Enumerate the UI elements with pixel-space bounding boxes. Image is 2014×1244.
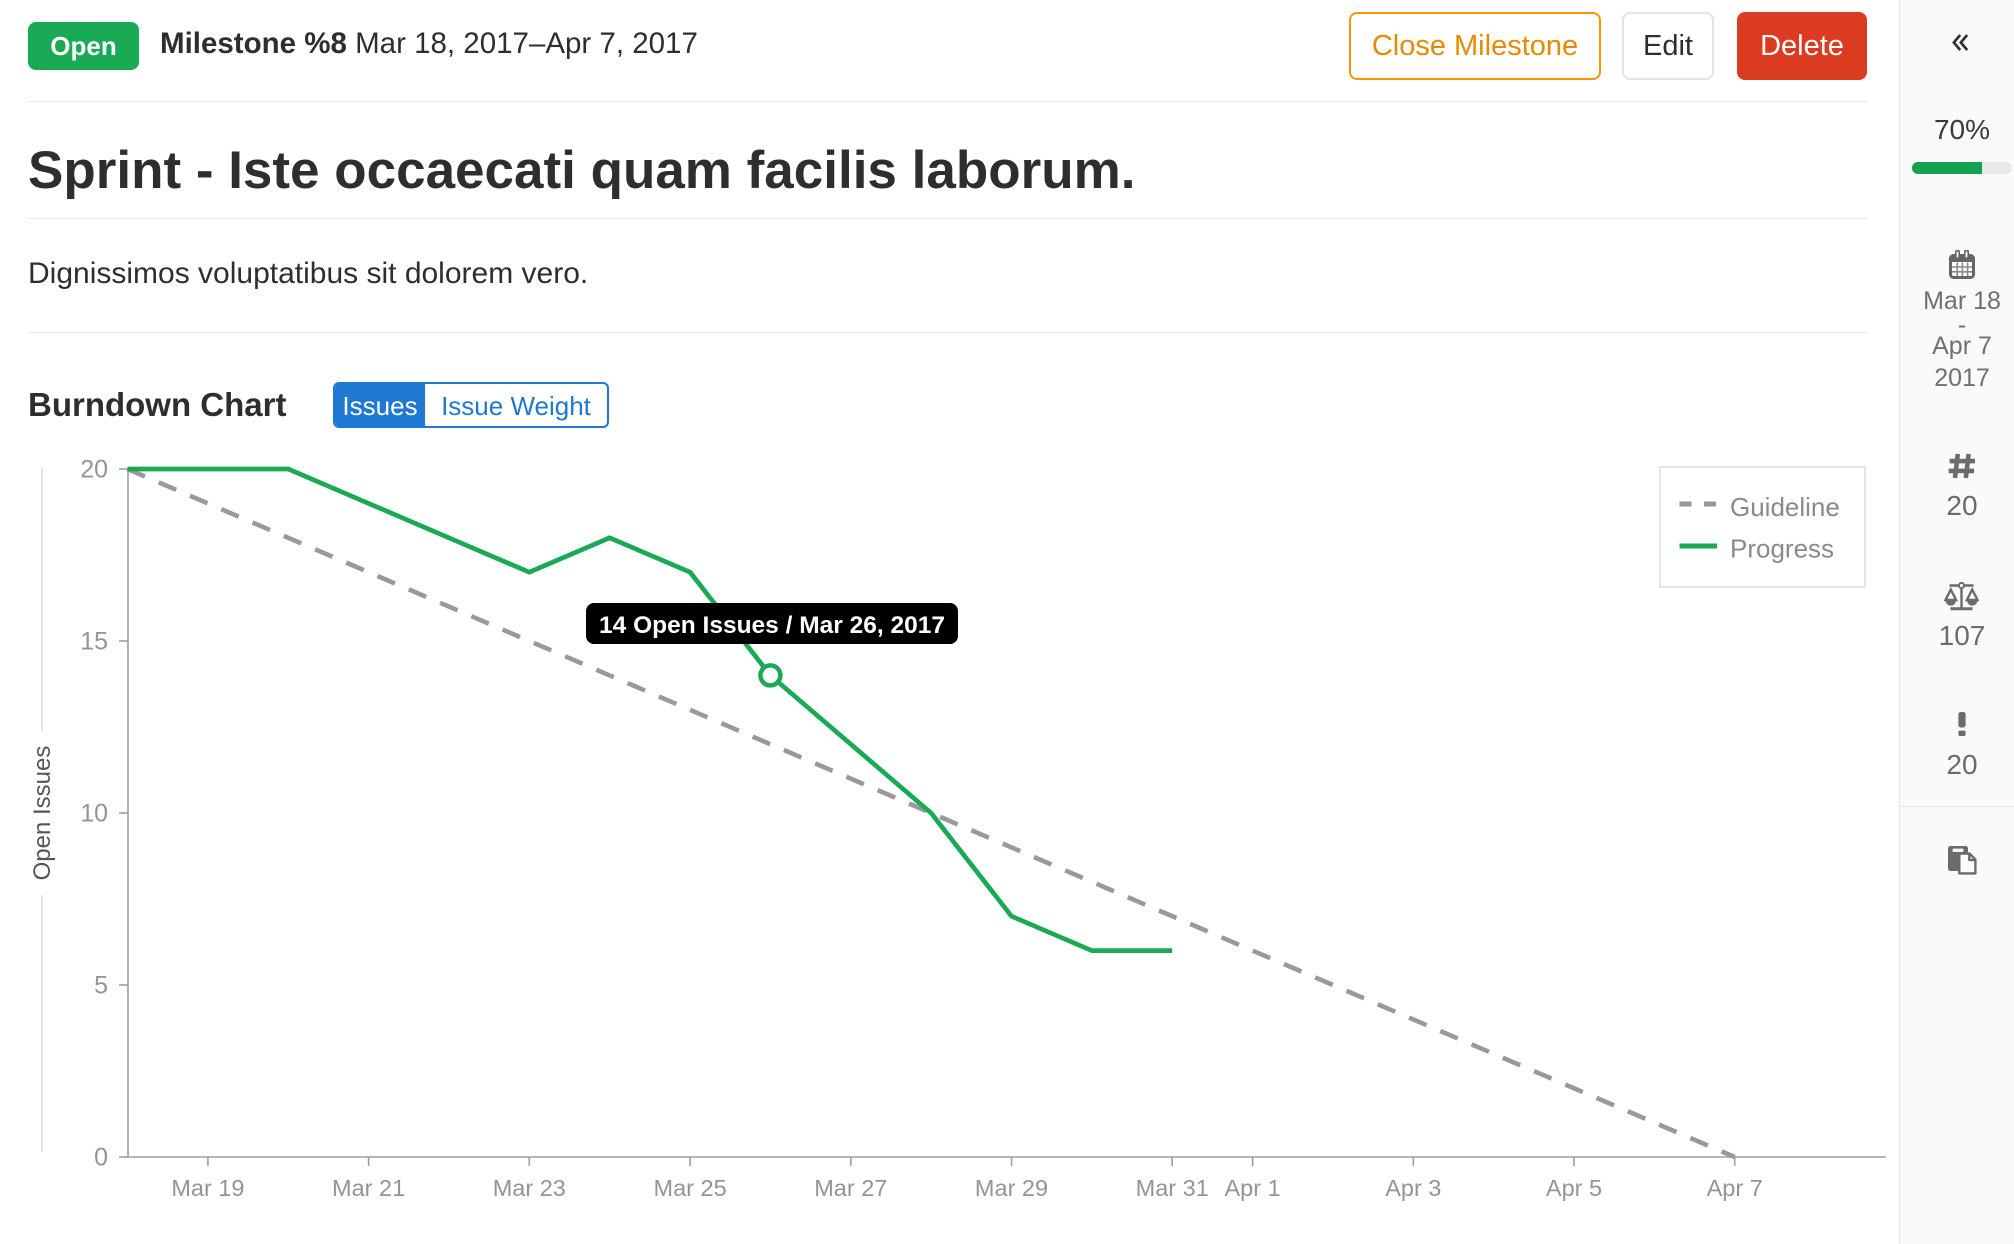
svg-text:Mar 27: Mar 27 bbox=[814, 1175, 887, 1201]
svg-text:Mar 25: Mar 25 bbox=[654, 1175, 727, 1201]
svg-text:20: 20 bbox=[80, 456, 108, 484]
svg-text:Mar 31: Mar 31 bbox=[1136, 1175, 1209, 1201]
svg-text:Progress: Progress bbox=[1730, 534, 1834, 564]
svg-text:5: 5 bbox=[94, 972, 108, 1000]
svg-text:Apr 5: Apr 5 bbox=[1546, 1175, 1602, 1201]
svg-text:15: 15 bbox=[80, 628, 108, 656]
svg-text:Apr 7: Apr 7 bbox=[1707, 1175, 1763, 1201]
svg-text:Apr 3: Apr 3 bbox=[1385, 1175, 1441, 1201]
svg-text:Guideline: Guideline bbox=[1730, 492, 1840, 522]
svg-text:Mar 23: Mar 23 bbox=[493, 1175, 566, 1201]
svg-text:14 Open Issues / Mar 26, 2017: 14 Open Issues / Mar 26, 2017 bbox=[599, 612, 945, 639]
svg-text:Mar 29: Mar 29 bbox=[975, 1175, 1048, 1201]
svg-text:0: 0 bbox=[94, 1144, 108, 1172]
svg-text:Open Issues: Open Issues bbox=[29, 746, 56, 881]
svg-text:Mar 21: Mar 21 bbox=[332, 1175, 405, 1201]
svg-text:Apr 1: Apr 1 bbox=[1225, 1175, 1281, 1201]
svg-text:Mar 19: Mar 19 bbox=[171, 1175, 244, 1201]
svg-text:10: 10 bbox=[80, 800, 108, 828]
